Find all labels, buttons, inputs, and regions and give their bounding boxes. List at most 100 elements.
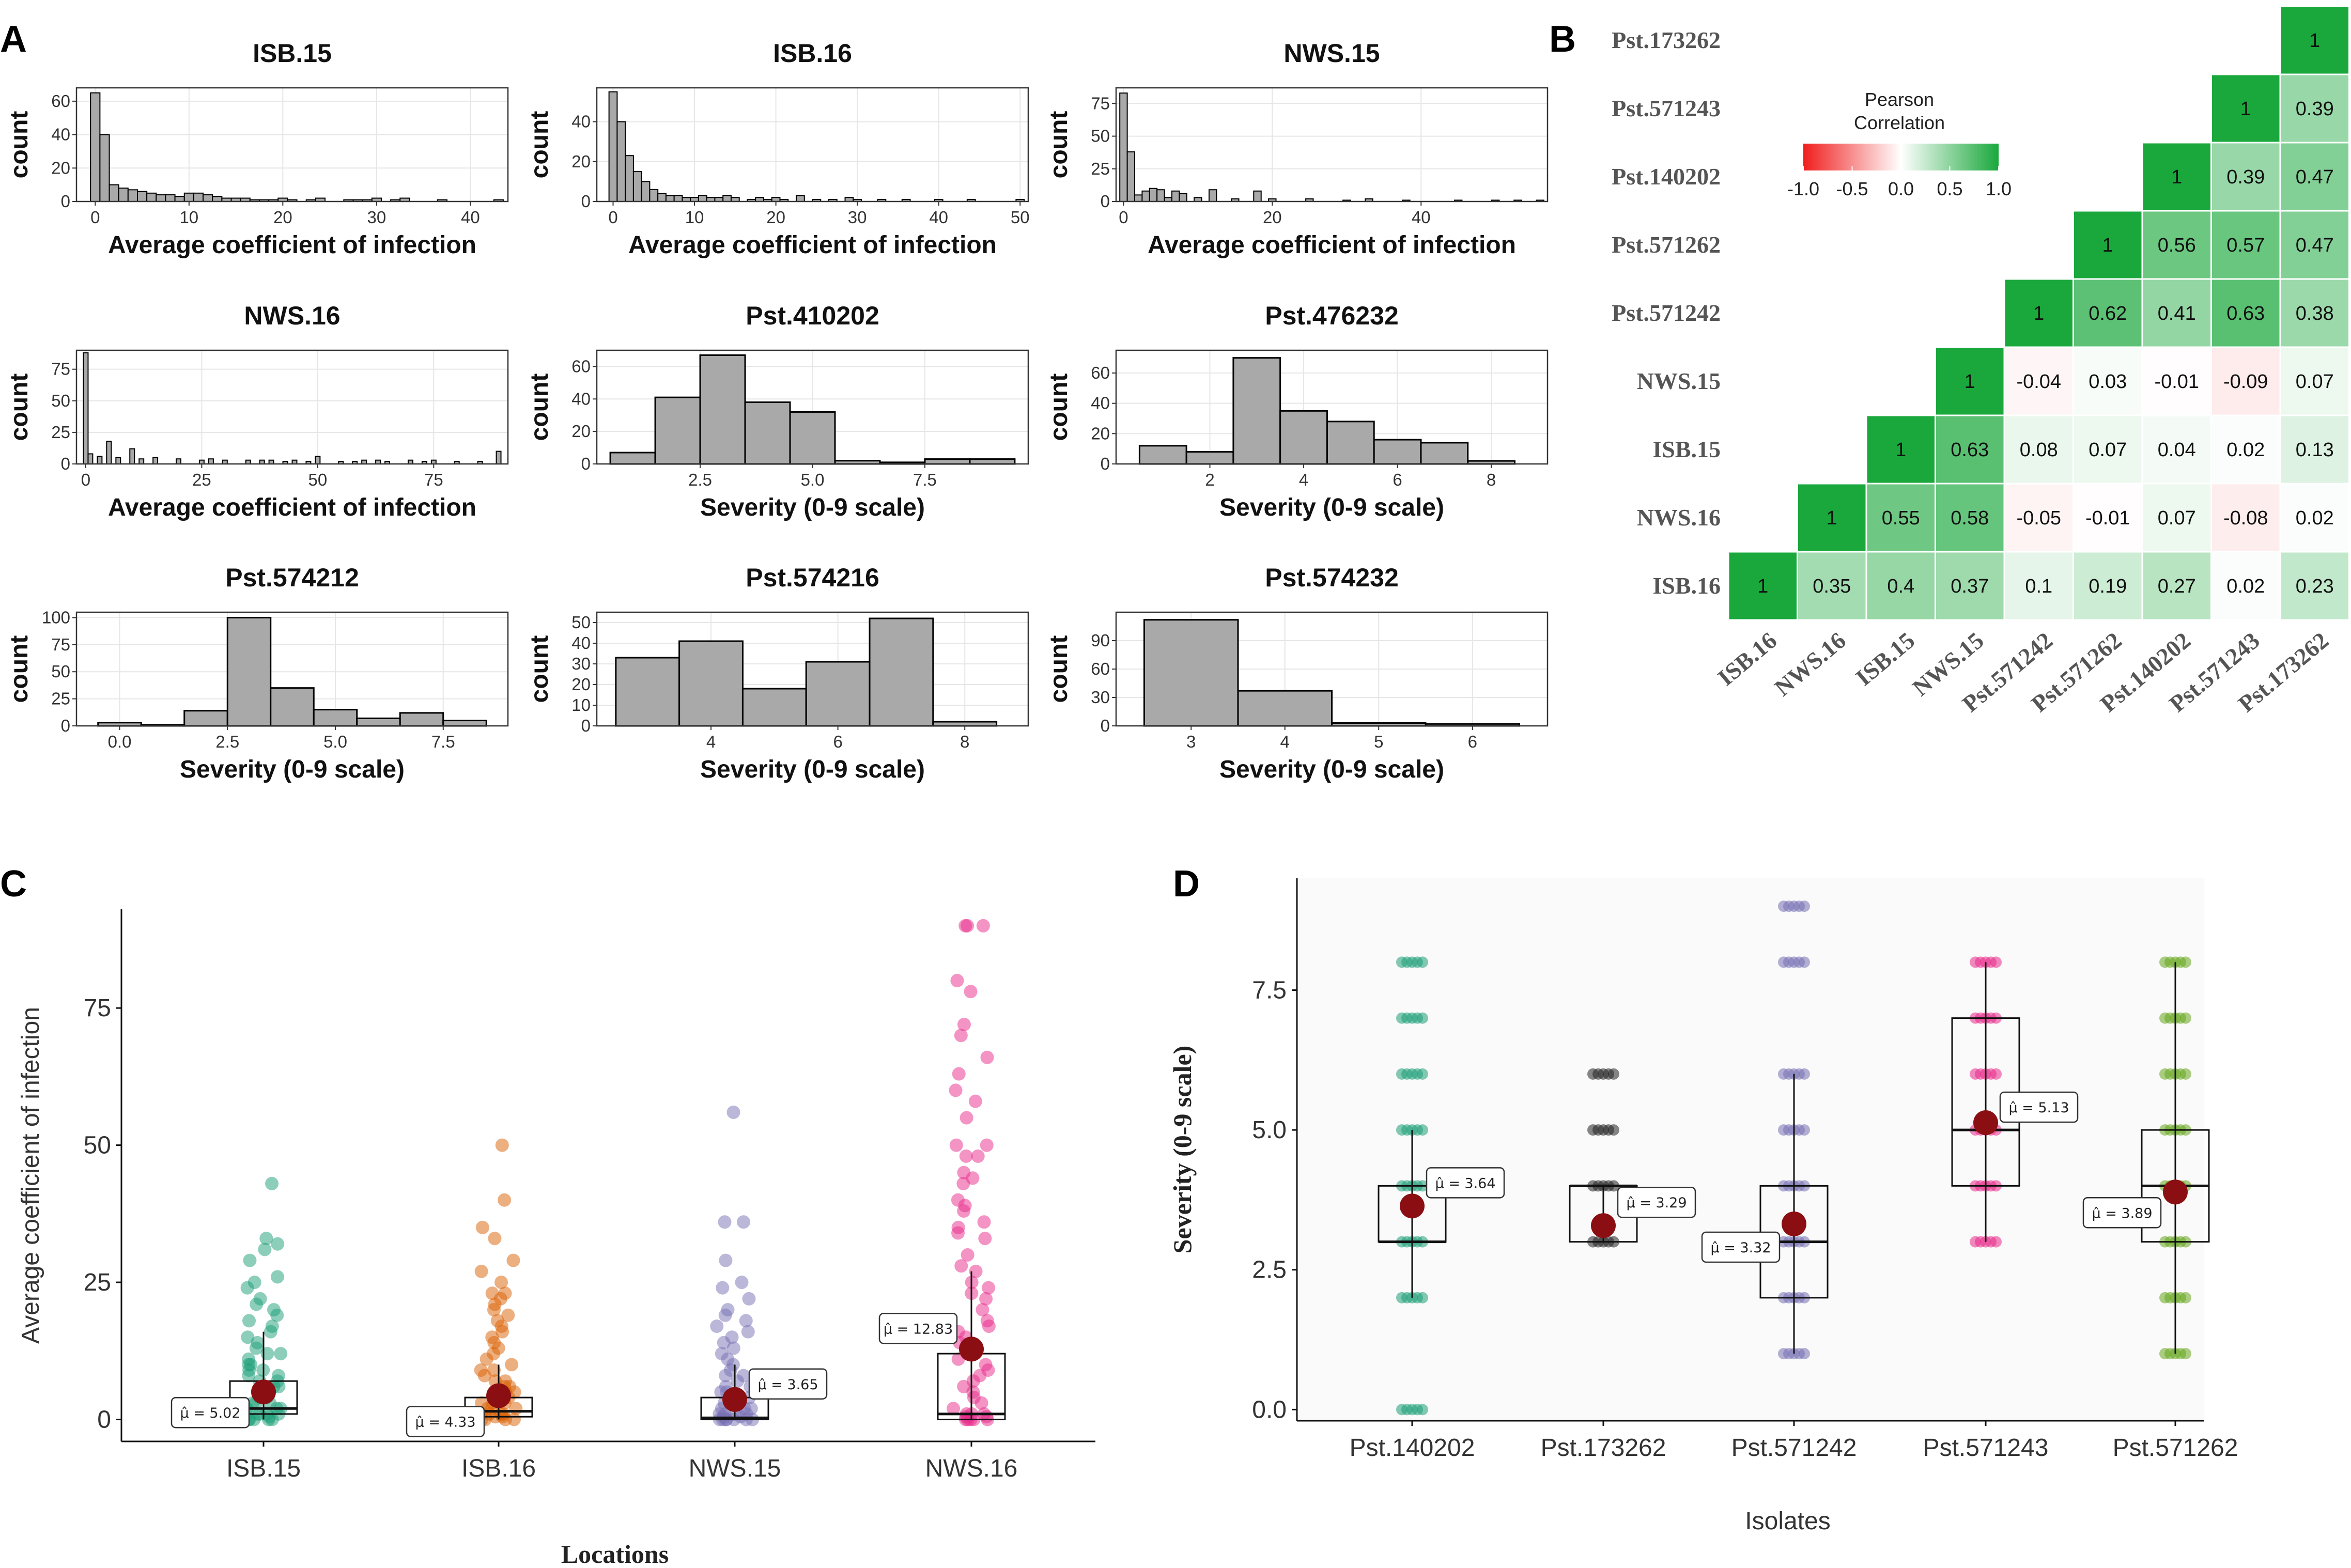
x-tick-label: 50 (1011, 208, 1030, 227)
heatmap-cell-value: 0.02 (2226, 439, 2265, 461)
heatmap-cell-value: 0.58 (1951, 507, 1989, 529)
histogram-bar (152, 457, 159, 464)
mean-marker (251, 1379, 276, 1405)
heatmap-cell-value: 0.47 (2296, 166, 2334, 188)
x-tick-label: ISB.16 (461, 1455, 536, 1482)
heatmap-cell: 0.56 (2141, 210, 2212, 280)
y-axis-title: count (6, 635, 33, 703)
heatmap-cell-fill (2003, 551, 2074, 621)
data-point (507, 1412, 521, 1426)
histogram-bar (615, 657, 680, 727)
heatmap-cell-fill (2279, 483, 2350, 553)
data-point (242, 1314, 256, 1328)
heatmap-cell: 0.07 (2072, 414, 2143, 485)
data-point (739, 1314, 753, 1328)
x-tick-label: 40 (1412, 208, 1431, 227)
x-tick-label: Pst.571242 (1731, 1434, 1857, 1462)
heatmap-cell: 1 (1865, 414, 1936, 485)
heatmap-cell-fill (2141, 142, 2212, 212)
y-tick-label: 40 (571, 633, 591, 653)
y-tick-label: 10 (571, 695, 591, 715)
mean-label: μ̂ = 3.64 (1435, 1175, 1495, 1191)
histogram-title: ISB.16 (773, 39, 852, 68)
histogram-bar (1156, 189, 1165, 203)
panel-c-location-boxplot: 0 25 50 75 ISB.15 μ̂ = 5.02 ISB.16 μ̂ = 4.33 NWS… (17, 909, 1095, 1568)
group-nws-15: NWS.15 μ̂ = 3.65 (689, 1105, 828, 1482)
histogram-bar (136, 191, 148, 202)
heatmap-row-label: ISB.16 (1652, 572, 1721, 599)
heatmap-row-label: Pst.173262 (1612, 27, 1721, 53)
x-axis-title: Severity (0-9 scale) (700, 756, 925, 783)
heatmap-cell: 0.02 (2279, 483, 2350, 553)
y-tick-label: 40 (51, 125, 70, 144)
heatmap-cell-fill (2141, 278, 2212, 348)
heatmap-cell-value: 1 (2033, 303, 2044, 324)
plot-border (596, 611, 1029, 727)
mean-marker (1782, 1211, 1806, 1236)
x-tick-label: 0 (608, 208, 617, 227)
data-point (1417, 1404, 1428, 1416)
data-point (498, 1193, 512, 1207)
histogram-pst-476232: 0 20 40 60 2 4 6 8 Pst.476232 Severity (0-9 scale… (1045, 301, 1549, 521)
histogram-bar (616, 121, 626, 202)
data-point (977, 1215, 991, 1229)
group-pst-140202: Pst.140202 μ̂ = 3.64 (1350, 956, 1505, 1462)
heatmap-cell-value: -0.09 (2223, 371, 2268, 393)
y-tick-label: 0 (61, 454, 70, 473)
x-tick-label: 8 (1487, 470, 1496, 489)
data-point (2180, 1292, 2191, 1303)
x-tick-label: 7.5 (431, 732, 455, 751)
x-tick-label: 30 (848, 208, 867, 227)
heatmap-cell: 0.02 (2210, 414, 2281, 485)
data-point (735, 1276, 749, 1290)
histogram-bar (1279, 410, 1328, 465)
plot-border (1115, 349, 1549, 465)
heatmap-cell: 0.57 (2210, 210, 2281, 280)
heatmap-cell: 0.23 (2279, 551, 2350, 621)
y-tick-label: 40 (1091, 394, 1110, 413)
heatmap-cell: 0.63 (2210, 278, 2281, 348)
histogram-bar (609, 452, 656, 465)
y-tick-label: 0 (97, 1406, 111, 1434)
histogram-bar (1119, 92, 1128, 202)
x-tick-label: 0 (1119, 208, 1128, 227)
data-point (710, 1319, 724, 1333)
histogram-bar (99, 134, 110, 202)
mean-label: μ̂ = 12.83 (884, 1321, 953, 1337)
data-point (950, 974, 964, 988)
heatmap-cell: 1 (2003, 278, 2074, 348)
heatmap-column-label: NWS.16 (1770, 627, 1851, 701)
histogram-bar (90, 92, 101, 202)
data-point (954, 1029, 968, 1043)
heatmap-cell-fill (2279, 210, 2350, 280)
histogram-bar (789, 411, 836, 465)
data-point (501, 1308, 515, 1322)
heatmap-cell-fill (2141, 551, 2212, 621)
histogram-bar (118, 188, 129, 202)
histogram-bar (969, 458, 1016, 465)
histogram-pst-574212: 0 25 50 75 100 0.0 2.5 5.0 7.5 Pst.574212 Severity… (6, 563, 509, 783)
heatmap-cell: 0.4 (1865, 551, 1936, 621)
heatmap-cell: 0.58 (1935, 483, 2005, 553)
x-tick-label: 6 (833, 732, 842, 751)
heatmap-cell: 1 (2279, 5, 2350, 75)
heatmap-cell-fill (2141, 346, 2212, 416)
data-point (949, 1138, 963, 1152)
x-tick-label: 6 (1468, 732, 1477, 751)
data-point (1799, 1124, 1810, 1136)
heatmap-cell-value: 0.38 (2296, 303, 2334, 324)
histogram-bar (1237, 690, 1333, 727)
data-point (982, 1319, 996, 1333)
data-point (726, 1341, 740, 1355)
y-tick-label: 0 (1101, 454, 1110, 473)
y-tick-label: 2.5 (1252, 1256, 1287, 1284)
data-point (270, 1308, 284, 1322)
histogram-isb-15: 0 20 40 60 0 10 20 30 40 ISB.15 Average coefficien… (6, 39, 509, 259)
y-axis-title: count (6, 111, 33, 179)
heatmap-row-label: Pst.571242 (1612, 300, 1721, 326)
data-point (494, 1276, 508, 1290)
histogram-bar (1179, 193, 1187, 202)
y-axis-title: count (526, 635, 553, 703)
histogram-bar (183, 710, 228, 727)
